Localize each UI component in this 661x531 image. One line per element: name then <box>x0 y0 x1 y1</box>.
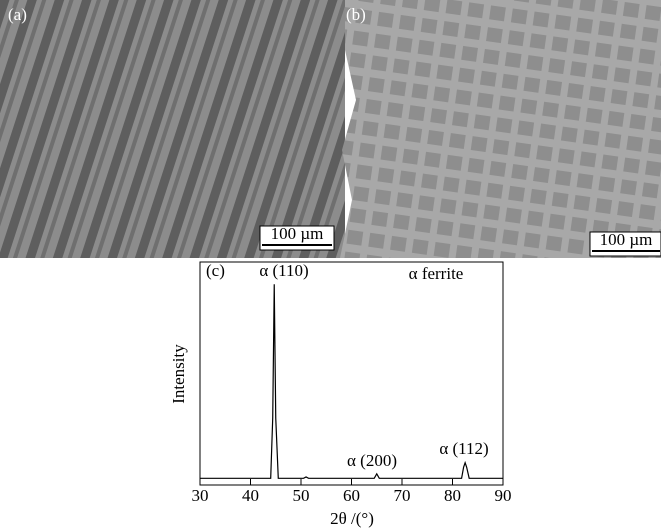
x-tick-label: 70 <box>394 486 411 505</box>
xrd-line <box>200 284 503 479</box>
y-axis-label: Intensity <box>169 344 188 404</box>
panel-label: (b) <box>346 5 366 24</box>
scale-bar-label: 100 µm <box>271 224 324 243</box>
panel-label: (a) <box>8 5 27 24</box>
x-tick-label: 60 <box>343 486 360 505</box>
annotation: α (112) <box>439 439 488 458</box>
micrograph-b: (b) 100 µm <box>340 0 661 258</box>
x-tick-label: 80 <box>444 486 461 505</box>
x-tick-label: 30 <box>192 486 209 505</box>
scale-bar-label: 100 µm <box>600 230 653 249</box>
x-tick-label: 90 <box>495 486 512 505</box>
annotation: α ferrite <box>409 264 464 283</box>
x-tick-label: 50 <box>293 486 310 505</box>
xrd-chart: (c) α (110) α ferrite α (200) α (112) 2θ… <box>169 261 512 528</box>
x-tick-label: 40 <box>242 486 259 505</box>
panel-label: (c) <box>206 261 225 280</box>
x-axis-label: 2θ /(°) <box>330 509 374 528</box>
annotation: α (110) <box>259 261 308 280</box>
micrograph-a: (a) 100 µm <box>0 0 345 258</box>
annotation: α (200) <box>347 451 397 470</box>
